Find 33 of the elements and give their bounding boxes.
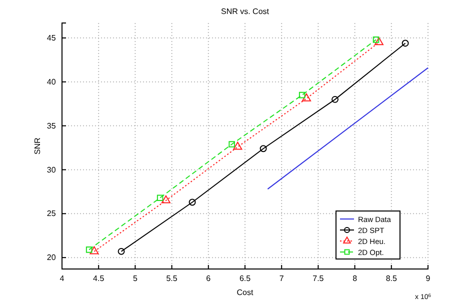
x-tick-label: 7 (279, 274, 284, 283)
point (161, 195, 170, 204)
y-tick-label: 35 (46, 121, 56, 130)
point (188, 198, 196, 206)
chart-title: SNR vs. Cost (220, 7, 270, 16)
x-tick-label: 5 (132, 274, 138, 283)
x-tick-label: 6 (206, 274, 212, 283)
x-tick-label: 8.5 (386, 274, 398, 283)
point (86, 246, 92, 253)
x-tick-label: 5.5 (166, 274, 178, 283)
x-tick-label: 4 (60, 274, 65, 283)
point (156, 194, 164, 201)
point (228, 141, 235, 148)
x-tick-label: 8 (352, 274, 358, 283)
point (233, 142, 242, 150)
x-tick-label: 9 (426, 274, 431, 283)
y-tick-label: 40 (46, 77, 56, 86)
point (298, 92, 306, 98)
point (374, 37, 384, 46)
y-tick-label: 25 (46, 209, 56, 218)
y-tick-label: 20 (46, 253, 56, 262)
x-tick-label: 7.5 (312, 274, 324, 283)
y-axis-title: SNR (33, 137, 42, 154)
point (90, 246, 99, 254)
point (260, 145, 267, 152)
point (372, 36, 380, 43)
x-tick-label: 4.5 (93, 274, 105, 283)
y-tick-label: 30 (46, 165, 56, 174)
x-axis-title: Cost (236, 288, 254, 297)
x-tick-label: 6.5 (239, 274, 252, 283)
point (332, 96, 339, 103)
y-tick-label: 45 (46, 33, 56, 42)
point (302, 93, 312, 102)
